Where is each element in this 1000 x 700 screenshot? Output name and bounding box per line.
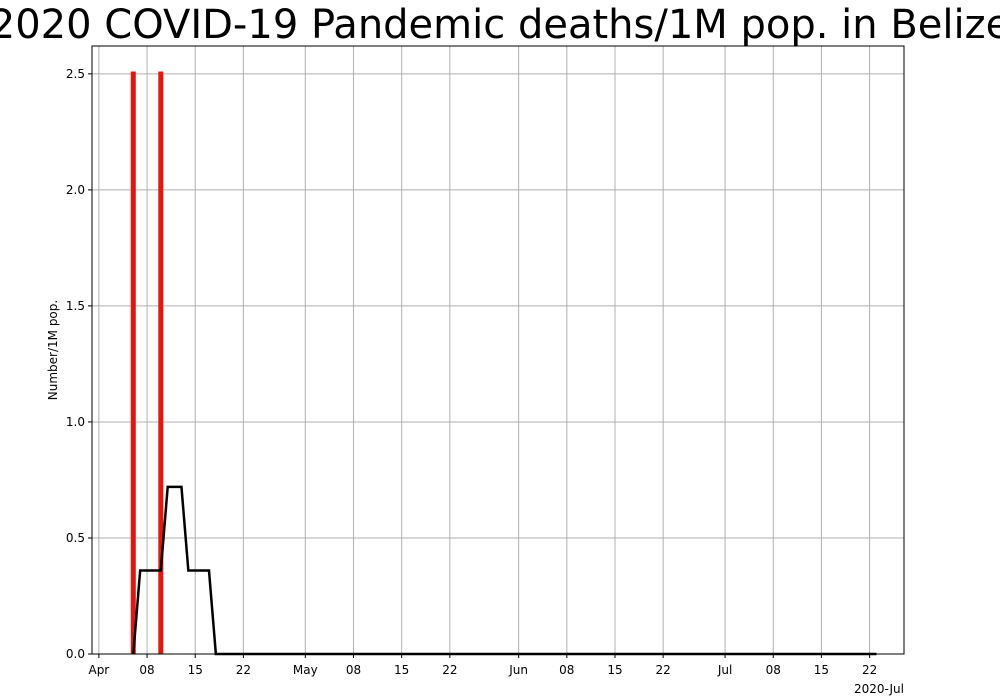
y-tick-label: 1.0: [66, 415, 85, 429]
y-tick-label: 2.0: [66, 183, 85, 197]
grid: [92, 46, 904, 655]
x-tick-label: 08: [766, 663, 781, 677]
y-tick-label: 0.5: [66, 531, 85, 545]
x-axis-ticks: Apr 08 15 22 May 08 15 22 Jun 08 15 22 Jul 08 15 22: [88, 654, 877, 677]
line-series: [132, 485, 877, 656]
bar: [130, 71, 136, 654]
x-tick-label: 22: [862, 663, 877, 677]
x-tick-label: 15: [394, 663, 409, 677]
x-tick-label: Apr: [88, 663, 109, 677]
x-tick-label: 08: [139, 663, 154, 677]
y-tick-label: 2.5: [66, 67, 85, 81]
y-tick-label: 1.5: [66, 299, 85, 313]
x-tick-label: 15: [188, 663, 203, 677]
y-axis-label: Number/1M pop.: [46, 300, 60, 400]
x-tick-label: 15: [814, 663, 829, 677]
chart-title: 2020 COVID-19 Pandemic deaths/1M pop. in…: [0, 2, 1000, 48]
bar-series: [130, 71, 164, 654]
x-tick-label: May: [293, 663, 318, 677]
x-tick-label: 22: [656, 663, 671, 677]
x-tick-label: 22: [236, 663, 251, 677]
x-tick-label: 08: [346, 663, 361, 677]
y-axis-ticks: 0.0 0.5 1.0 1.5 2.0 2.5: [66, 67, 92, 661]
x-axis-offset-label: 2020-Jul: [854, 682, 904, 696]
x-tick-label: Jun: [508, 663, 528, 677]
x-tick-label: 15: [607, 663, 622, 677]
x-tick-label: 08: [559, 663, 574, 677]
plot-frame: [91, 45, 905, 655]
y-tick-label: 0.0: [66, 647, 85, 661]
bar: [158, 71, 164, 654]
series-line: [132, 485, 877, 656]
x-tick-label: Jul: [717, 663, 732, 677]
x-tick-label: 22: [442, 663, 457, 677]
